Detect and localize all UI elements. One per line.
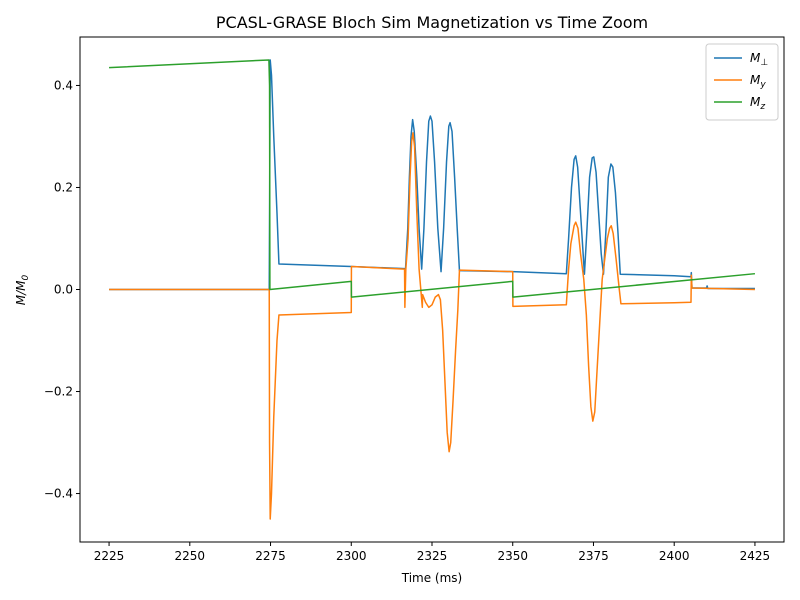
legend-label: My bbox=[750, 73, 766, 90]
legend-label: Mz bbox=[750, 95, 765, 112]
chart-title: PCASL-GRASE Bloch Sim Magnetization vs T… bbox=[216, 13, 648, 32]
legend-label-subscript: y bbox=[759, 80, 766, 90]
series-line-y bbox=[109, 132, 755, 520]
legend-item-y: My bbox=[714, 73, 766, 90]
legend-label-main: M bbox=[750, 51, 761, 65]
x-tick-label: 2300 bbox=[336, 549, 367, 563]
legend-item-perp: M⊥ bbox=[714, 51, 768, 68]
x-tick-label: 2325 bbox=[417, 549, 448, 563]
legend-label-subscript: z bbox=[759, 102, 765, 112]
y-axis-label: M/M0 bbox=[14, 274, 31, 305]
y-tick-label: 0.2 bbox=[54, 180, 73, 194]
legend-box bbox=[705, 43, 779, 121]
legend-item-z: Mz bbox=[714, 95, 765, 112]
series-lines bbox=[109, 59, 756, 520]
y-axis-label-main: M/M bbox=[14, 280, 28, 305]
x-axis: 2225 2250 2275 2300 2325 2350 2375 2400 2425 bbox=[94, 542, 770, 563]
x-tick-label: 2250 bbox=[175, 549, 206, 563]
y-tick-label: −0.2 bbox=[44, 385, 73, 399]
x-tick-label: 2350 bbox=[497, 549, 528, 563]
legend-label-main: M bbox=[750, 73, 761, 87]
y-tick-label: −0.4 bbox=[44, 487, 73, 501]
legend-label: M⊥ bbox=[750, 51, 768, 68]
x-tick-label: 2275 bbox=[255, 549, 286, 563]
y-axis: −0.4 −0.2 0.0 0.2 0.4 bbox=[44, 78, 80, 501]
x-tick-label: 2225 bbox=[94, 549, 125, 563]
y-tick-label: 0.0 bbox=[54, 283, 73, 297]
y-tick-label: 0.4 bbox=[54, 78, 73, 92]
legend-label-subscript: ⊥ bbox=[760, 58, 768, 68]
y-axis-label-subscript: 0 bbox=[21, 274, 31, 280]
x-tick-label: 2375 bbox=[578, 549, 609, 563]
x-tick-label: 2400 bbox=[659, 549, 690, 563]
x-tick-label: 2425 bbox=[740, 549, 771, 563]
series-line-z bbox=[109, 59, 756, 298]
x-axis-label: Time (ms) bbox=[401, 571, 463, 585]
legend-label-main: M bbox=[750, 95, 761, 109]
